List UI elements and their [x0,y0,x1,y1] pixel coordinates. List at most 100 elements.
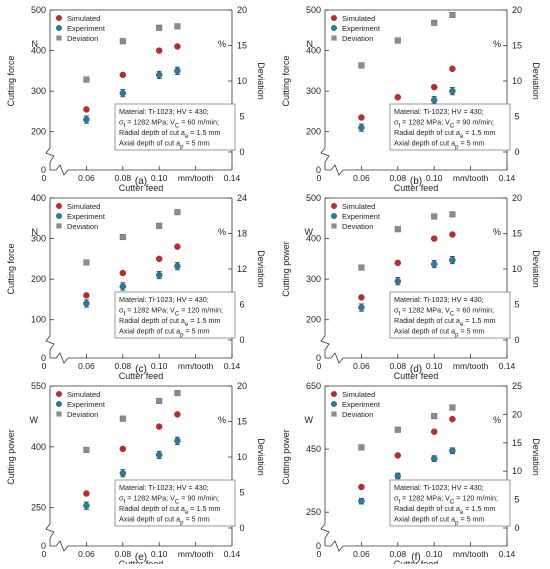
x-tick-label: 0.14 [499,173,516,183]
annotation-box: Material: Ti-1023; HV = 430; σf = 1282 MP… [389,103,511,151]
legend-marker [331,203,337,209]
y-tick-label: 500 [306,193,321,203]
y2-tick-label: 0 [514,335,519,345]
legend-marker [56,213,62,219]
y2-axis-title: Deviation [256,438,266,476]
data-point-deviation [431,413,438,420]
y-axis-title: Cutting force [281,55,291,106]
legend-label: Experiment [342,24,381,33]
legend-marker [331,223,337,229]
annotation-box: Material: Ti-1023; HV = 430; σf = 1282 MP… [389,479,511,527]
y-axis-title: Cutting power [281,429,291,485]
data-point-experiment [394,472,401,480]
y2-tick-label: 0 [239,147,244,157]
data-point-deviation [358,264,365,271]
y2-unit-label: % [218,39,226,49]
legend-marker [56,15,62,21]
y-tick-label: 250 [31,503,46,513]
series-experiment [83,66,181,124]
x-tick-label: 0.06 [78,361,95,371]
y2-tick-label: 18 [237,229,247,239]
left-axis-break [320,147,330,163]
panel-label: (a) [135,176,147,187]
data-point-deviation [358,444,365,451]
y-tick-label: 300 [306,274,321,284]
y2-tick-label: 15 [237,41,247,51]
bottom-axis-break [50,164,69,176]
x-tick-label: 0.10 [151,549,168,559]
x-tick-label: 0 [317,173,322,183]
x-tick-label: 0 [317,361,322,371]
data-point-simulated [358,294,365,301]
x-tick-label: 0.10 [151,361,168,371]
annotation-line: Material: Ti-1023; HV = 430; [394,483,484,492]
x-tick-label: 0.10 [426,549,443,559]
data-point-deviation [156,222,163,229]
data-point-experiment [449,447,456,454]
x-tick-label: 0.08 [390,361,407,371]
y-zero-label: 0 [41,165,46,175]
data-point-simulated [174,43,181,50]
y-unit-label: N [307,39,314,49]
y-tick-label: 200 [31,274,46,284]
y2-tick-label: 12 [237,264,247,274]
left-axis-break [320,335,330,351]
data-point-simulated [431,83,438,91]
data-point-deviation [83,76,90,83]
annotation-line: Material: Ti-1023; HV = 430; [119,295,209,304]
annotation-frame [389,479,511,527]
series-experiment [358,256,456,312]
data-point-simulated [431,235,438,242]
x-tick-label: 0.14 [499,549,516,559]
y2-tick-label: 15 [512,438,522,448]
y2-unit-label: % [493,39,501,49]
annotation-line: Radial depth of cut ae = 1.5 mm [394,504,495,516]
data-point-simulated [155,255,163,263]
data-point-experiment [174,67,181,75]
x-unit-label: mm/tooth [178,549,214,559]
series-simulated [83,43,181,113]
x-unit-label: mm/tooth [453,361,489,371]
y-tick-label: 250 [306,507,321,517]
data-point-experiment [83,300,90,307]
data-point-simulated [431,428,438,435]
data-point-deviation [449,404,456,411]
y-axis-title: Cutting power [281,241,291,297]
annotation-line: Radial depth of cut ae = 1.5 mm [119,316,220,328]
panel-label: (c) [135,364,147,375]
y-tick-label: 400 [31,46,46,56]
legend-label: Deviation [67,222,98,231]
y2-tick-label: 5 [514,495,519,505]
y2-tick-label: 10 [512,466,522,476]
x-tick-label: 0.08 [115,173,132,183]
x-tick-label: 0.06 [78,173,95,183]
annotation-line: Axial depth of cut ap = 5 mm [119,139,210,151]
data-point-deviation [119,234,126,241]
legend-label: Simulated [342,202,375,211]
y2-tick-label: 10 [237,76,247,86]
data-point-simulated [358,114,365,121]
y2-tick-label: 10 [237,452,247,462]
legend-label: Deviation [342,410,373,419]
annotation-line: σf = 1282 MPa; VC = 90 m/min; [119,494,219,506]
x-tick-label: 0.10 [426,173,443,183]
y2-tick-label: 5 [514,300,519,310]
y2-tick-label: 5 [239,112,244,122]
x-tick-label: 0.06 [78,549,95,559]
y-tick-label: 300 [31,86,46,96]
annotation-line: Radial depth of cut ae = 1.5 mm [394,316,495,328]
x-tick-label: 0.08 [115,361,132,371]
bottom-axis-break [325,352,344,364]
annotation-line: σf = 1282 MPa; VC = 120 m/min; [119,306,223,318]
data-point-experiment [358,497,365,505]
x-tick-label: 0.06 [353,361,370,371]
data-point-deviation [156,24,163,31]
data-point-deviation [174,209,181,216]
y2-axis-title: Deviation [531,438,541,476]
data-point-simulated [174,243,181,250]
x-unit-label: mm/tooth [453,173,489,183]
x-unit-label: mm/tooth [453,549,489,559]
x-tick-label: 0.14 [224,173,241,183]
